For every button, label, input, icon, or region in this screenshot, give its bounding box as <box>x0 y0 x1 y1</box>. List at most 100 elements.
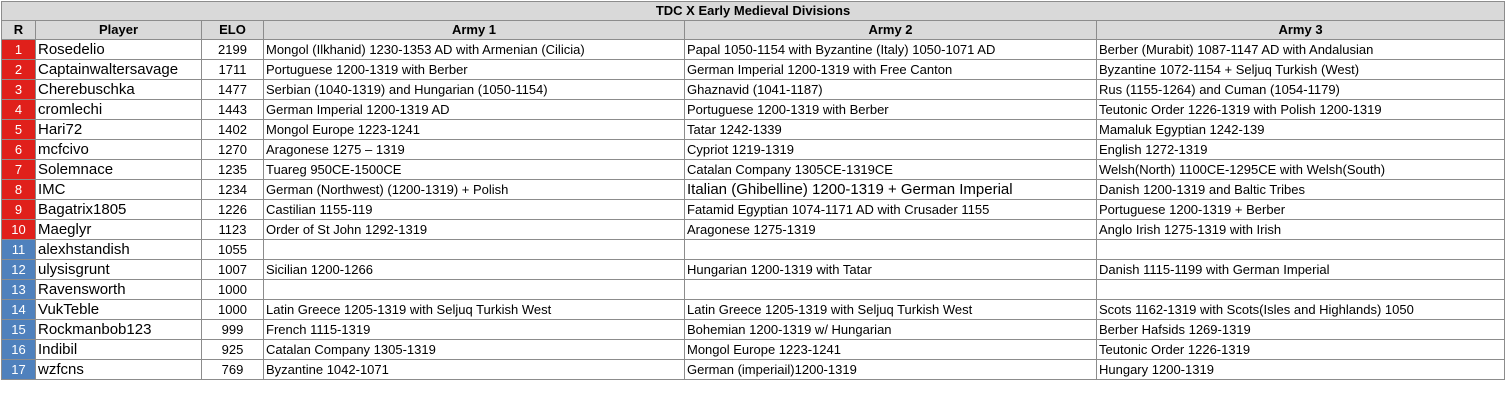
player-row: 8 IMC 1234 German (Northwest) (1200-1319) +… <box>1 179 1506 200</box>
elo-cell: 1443 <box>201 99 264 120</box>
player-cell: wzfcns <box>35 359 202 380</box>
player-row: 2 Captainwaltersavage 1711 Portuguese 1200-… <box>1 59 1506 80</box>
divisions-table: TDC X Early Medieval Divisions R Player EL… <box>0 1 1506 380</box>
player-cell: Hari72 <box>35 119 202 140</box>
elo-cell: 925 <box>201 339 264 360</box>
army-1-cell: Byzantine 1042-1071 <box>263 359 685 380</box>
army-2-cell <box>684 239 1097 260</box>
elo-cell: 1477 <box>201 79 264 100</box>
rank-cell: 1 <box>1 39 36 60</box>
player-row: 13 Ravensworth 1000 <box>1 279 1506 300</box>
player-cell: ulysisgrunt <box>35 259 202 280</box>
rank-cell: 4 <box>1 99 36 120</box>
column-header: Army 1 <box>263 20 685 40</box>
army-3-cell: Anglo Irish 1275-1319 with Irish <box>1095 219 1506 240</box>
elo-cell: 1234 <box>201 179 264 200</box>
elo-cell: 1235 <box>201 159 264 180</box>
player-row: 15 Rockmanbob123 999 French 1115-1319 Bohemi… <box>1 319 1506 340</box>
elo-cell: 1007 <box>201 259 264 280</box>
player-cell: IMC <box>35 179 202 200</box>
army-2-cell: Fatamid Egyptian 1074-1171 AD with Crusa… <box>684 199 1097 220</box>
army-2-cell: Mongol Europe 1223-1241 <box>684 339 1097 360</box>
army-1-cell: Aragonese 1275 – 1319 <box>263 139 685 160</box>
rank-cell: 10 <box>1 219 36 240</box>
army-3-cell: Mamaluk Egyptian 1242-139 <box>1095 119 1506 140</box>
column-header: Army 3 <box>1095 20 1506 40</box>
player-row: 11 alexhstandish 1055 <box>1 239 1506 260</box>
army-1-cell: French 1115-1319 <box>263 319 685 340</box>
army-3-cell <box>1095 239 1506 260</box>
army-1-cell: Serbian (1040-1319) and Hungarian (1050-… <box>263 79 685 100</box>
army-1-cell: German (Northwest) (1200-1319) + Polish <box>263 179 685 200</box>
rank-cell: 11 <box>1 239 36 260</box>
army-3-cell: Welsh(North) 1100CE-1295CE with Welsh(So… <box>1095 159 1506 180</box>
player-cell: mcfcivo <box>35 139 202 160</box>
army-3-cell: Byzantine 1072-1154 + Seljuq Turkish (We… <box>1095 59 1506 80</box>
army-3-cell: Berber (Murabit) 1087-1147 AD with Andal… <box>1095 39 1506 60</box>
army-1-cell: Castilian 1155-119 <box>263 199 685 220</box>
player-row: 4 cromlechi 1443 German Imperial 1200-1319 … <box>1 99 1506 120</box>
column-header: Player <box>35 20 202 40</box>
player-row: 5 Hari72 1402 Mongol Europe 1223-1241 Tatar … <box>1 119 1506 140</box>
elo-cell: 1123 <box>201 219 264 240</box>
elo-cell: 999 <box>201 319 264 340</box>
army-2-cell <box>684 279 1097 300</box>
player-cell: alexhstandish <box>35 239 202 260</box>
player-cell: VukTeble <box>35 299 202 320</box>
rank-cell: 9 <box>1 199 36 220</box>
elo-cell: 1226 <box>201 199 264 220</box>
rank-cell: 8 <box>1 179 36 200</box>
army-2-cell: Aragonese 1275-1319 <box>684 219 1097 240</box>
army-2-cell: German (imperiail)1200-1319 <box>684 359 1097 380</box>
player-row: 12 ulysisgrunt 1007 Sicilian 1200-1266 Hunga… <box>1 259 1506 280</box>
player-cell: Indibil <box>35 339 202 360</box>
rank-cell: 2 <box>1 59 36 80</box>
rank-cell: 16 <box>1 339 36 360</box>
army-3-cell: Teutonic Order 1226-1319 with Polish 120… <box>1095 99 1506 120</box>
army-1-cell <box>263 279 685 300</box>
army-1-cell: Order of St John 1292-1319 <box>263 219 685 240</box>
elo-cell: 1055 <box>201 239 264 260</box>
player-cell: Solemnace <box>35 159 202 180</box>
column-header: Army 2 <box>684 20 1097 40</box>
army-1-cell: Sicilian 1200-1266 <box>263 259 685 280</box>
player-row: 9 Bagatrix1805 1226 Castilian 1155-119 Fatam… <box>1 199 1506 220</box>
player-cell: cromlechi <box>35 99 202 120</box>
army-2-cell: Italian (Ghibelline) 1200-1319 + German … <box>684 179 1097 200</box>
elo-cell: 1711 <box>201 59 264 80</box>
army-3-cell: English 1272-1319 <box>1095 139 1506 160</box>
rank-cell: 6 <box>1 139 36 160</box>
elo-cell: 1000 <box>201 299 264 320</box>
player-row: 14 VukTeble 1000 Latin Greece 1205-1319 wit… <box>1 299 1506 320</box>
player-cell: Bagatrix1805 <box>35 199 202 220</box>
elo-cell: 1402 <box>201 119 264 140</box>
rank-cell: 15 <box>1 319 36 340</box>
rank-cell: 5 <box>1 119 36 140</box>
rank-cell: 17 <box>1 359 36 380</box>
army-3-cell: Rus (1155-1264) and Cuman (1054-1179) <box>1095 79 1506 100</box>
army-3-cell: Berber Hafsids 1269-1319 <box>1095 319 1506 340</box>
army-2-cell: Portuguese 1200-1319 with Berber <box>684 99 1097 120</box>
rank-cell: 12 <box>1 259 36 280</box>
army-2-cell: Bohemian 1200-1319 w/ Hungarian <box>684 319 1097 340</box>
player-row: 1 Rosedelio 2199 Mongol (Ilkhanid) 1230-135… <box>1 39 1506 60</box>
army-2-cell: Cypriot 1219-1319 <box>684 139 1097 160</box>
player-row: 6 mcfcivo 1270 Aragonese 1275 – 1319 Cypriot… <box>1 139 1506 160</box>
army-3-cell: Danish 1200-1319 and Baltic Tribes <box>1095 179 1506 200</box>
army-1-cell <box>263 239 685 260</box>
rank-cell: 14 <box>1 299 36 320</box>
army-3-cell <box>1095 279 1506 300</box>
title-row: TDC X Early Medieval Divisions <box>0 1 1506 21</box>
army-1-cell: Latin Greece 1205-1319 with Seljuq Turki… <box>263 299 685 320</box>
army-3-cell: Scots 1162-1319 with Scots(Isles and Hig… <box>1095 299 1506 320</box>
player-row: 17 wzfcns 769 Byzantine 1042-1071 German (im… <box>1 359 1506 380</box>
army-1-cell: Portuguese 1200-1319 with Berber <box>263 59 685 80</box>
elo-cell: 2199 <box>201 39 264 60</box>
table-title: TDC X Early Medieval Divisions <box>0 1 1506 21</box>
table-body: 1 Rosedelio 2199 Mongol (Ilkhanid) 1230-135… <box>1 39 1506 380</box>
rank-cell: 7 <box>1 159 36 180</box>
player-cell: Ravensworth <box>35 279 202 300</box>
player-row: 3 Cherebuschka 1477 Serbian (1040-1319) and… <box>1 79 1506 100</box>
army-3-cell: Hungary 1200-1319 <box>1095 359 1506 380</box>
army-3-cell: Portuguese 1200-1319 + Berber <box>1095 199 1506 220</box>
